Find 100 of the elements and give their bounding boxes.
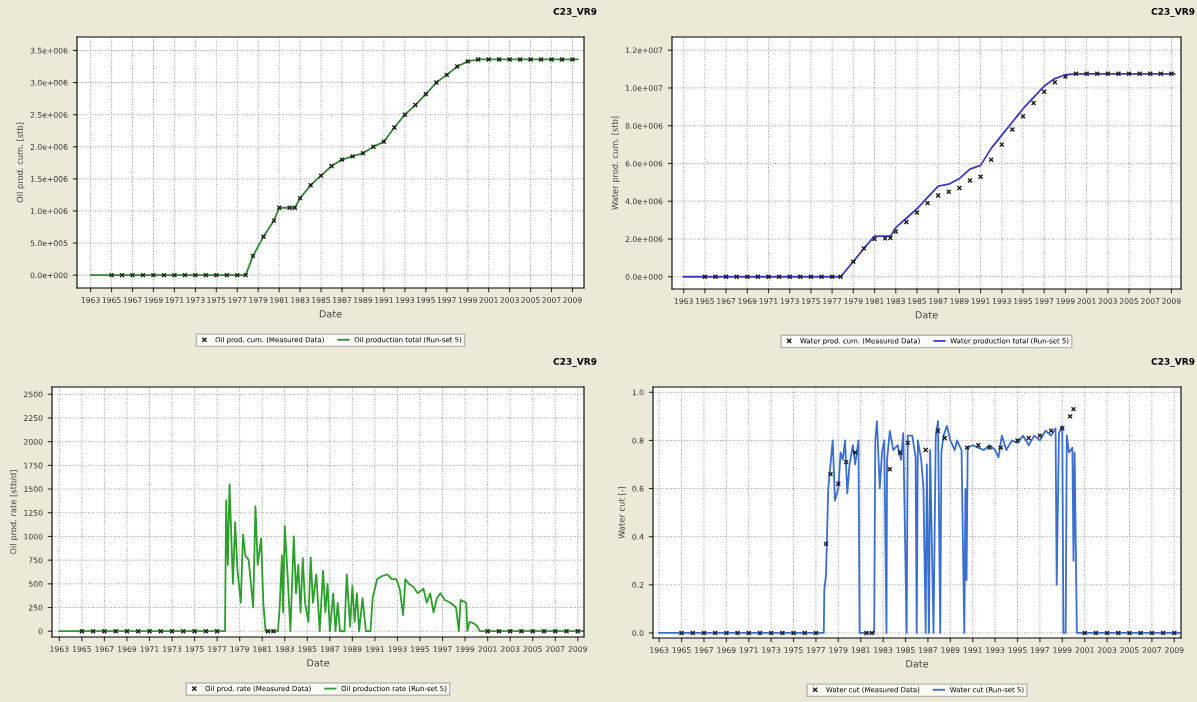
point xyxy=(150,272,157,278)
point xyxy=(242,272,249,278)
point xyxy=(702,274,708,280)
point xyxy=(1048,428,1054,434)
point xyxy=(307,182,314,188)
point xyxy=(1115,71,1122,77)
point xyxy=(956,185,963,191)
point xyxy=(271,217,277,224)
point xyxy=(712,274,719,280)
point xyxy=(1037,432,1043,439)
point xyxy=(192,272,199,278)
point xyxy=(897,449,903,456)
point xyxy=(1136,71,1143,77)
point xyxy=(119,272,125,278)
point xyxy=(903,219,910,225)
point xyxy=(690,630,696,636)
point xyxy=(360,150,366,156)
point xyxy=(746,630,752,636)
point xyxy=(1052,79,1058,85)
point xyxy=(1138,630,1144,636)
point xyxy=(339,156,345,163)
point xyxy=(349,153,356,160)
line-series xyxy=(682,72,1176,278)
point xyxy=(506,56,513,63)
line-series xyxy=(58,483,584,633)
point xyxy=(988,157,994,163)
point xyxy=(1082,630,1088,636)
point xyxy=(517,56,523,63)
point xyxy=(723,274,729,280)
point xyxy=(712,630,718,636)
point xyxy=(802,630,808,636)
y-axis-title: Oil prod. rate [stb/d] xyxy=(9,470,18,555)
point xyxy=(871,236,878,242)
point xyxy=(1014,437,1021,444)
point xyxy=(454,63,460,70)
point xyxy=(942,435,948,441)
point xyxy=(433,79,439,86)
point xyxy=(1070,406,1077,412)
point xyxy=(914,209,920,216)
point xyxy=(402,112,408,118)
point xyxy=(486,56,492,63)
point xyxy=(140,272,146,278)
point xyxy=(1067,413,1073,420)
point xyxy=(1126,71,1132,77)
point xyxy=(1020,113,1026,119)
point xyxy=(391,124,398,131)
point xyxy=(412,102,419,108)
point xyxy=(999,141,1005,148)
point xyxy=(779,630,785,636)
point xyxy=(1009,126,1016,133)
point xyxy=(250,253,256,259)
point xyxy=(765,274,772,280)
point xyxy=(1115,630,1121,636)
x-axis-title: Date xyxy=(906,660,929,668)
line-series xyxy=(658,420,1181,634)
point xyxy=(977,174,984,180)
point xyxy=(1026,435,1032,441)
y-axis-title: Oil prod. cum. [stb] xyxy=(16,122,25,203)
x-axis-title: Date xyxy=(319,310,342,318)
point xyxy=(975,442,981,448)
point xyxy=(776,274,782,280)
point xyxy=(171,272,178,278)
point xyxy=(755,274,761,280)
point xyxy=(1030,100,1037,106)
point xyxy=(723,630,730,636)
point xyxy=(852,449,858,456)
point xyxy=(260,233,267,240)
point xyxy=(843,459,849,465)
point xyxy=(475,56,481,63)
point xyxy=(1171,630,1177,636)
point xyxy=(1168,71,1175,77)
point xyxy=(935,192,941,199)
point xyxy=(808,274,814,280)
point xyxy=(213,272,219,278)
point xyxy=(790,630,797,636)
point xyxy=(678,630,685,636)
point xyxy=(465,58,471,65)
y-axis-title: Water prod. cum. [stb] xyxy=(611,116,620,210)
point xyxy=(893,228,899,235)
point xyxy=(129,272,136,278)
point xyxy=(1083,71,1090,77)
y-axis-title: Water cut [-] xyxy=(618,486,626,539)
point xyxy=(1073,71,1079,77)
point xyxy=(935,428,941,434)
point xyxy=(837,274,844,280)
point xyxy=(108,272,115,278)
point xyxy=(887,466,893,472)
point xyxy=(161,272,167,278)
point xyxy=(1059,425,1065,432)
point xyxy=(328,163,335,169)
point xyxy=(823,541,829,547)
point xyxy=(861,245,867,252)
point xyxy=(964,444,970,451)
point xyxy=(967,177,973,184)
point xyxy=(276,205,282,211)
point xyxy=(818,274,825,280)
point xyxy=(829,274,835,280)
point xyxy=(923,447,929,453)
point xyxy=(827,471,834,477)
chart-title: C23_VR9 xyxy=(1151,8,1195,17)
